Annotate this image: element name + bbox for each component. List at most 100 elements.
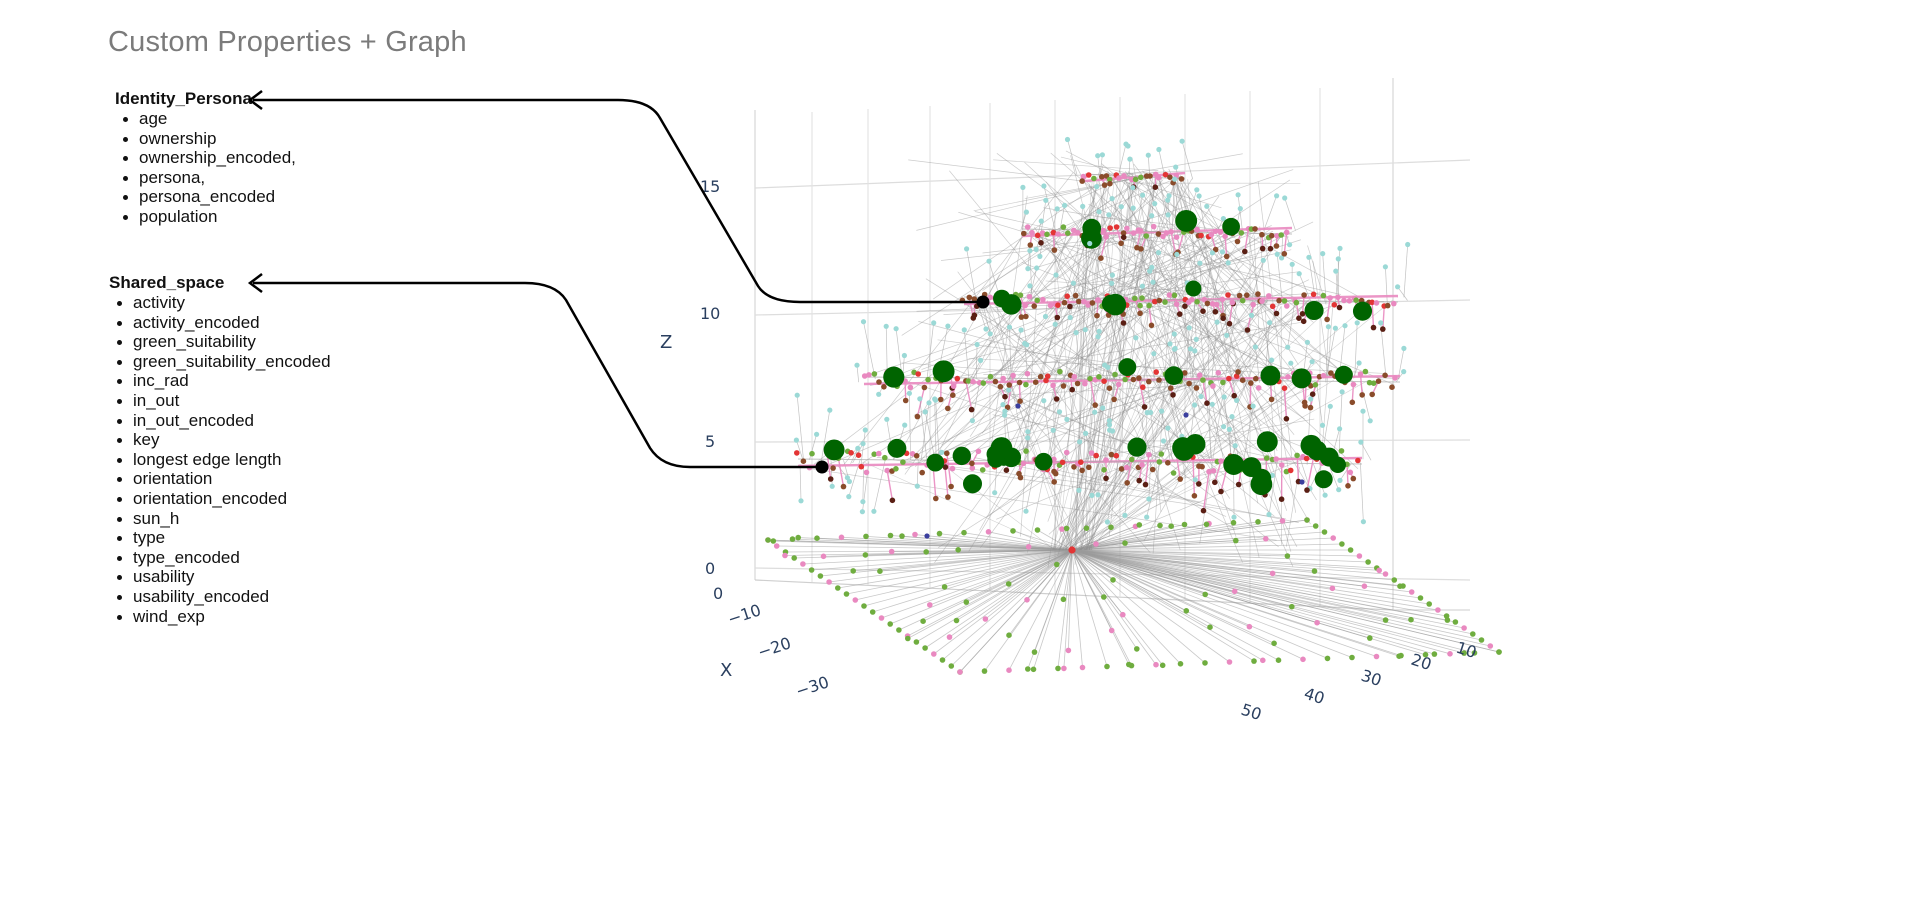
graph-edge	[1058, 299, 1176, 551]
graph-edge	[1116, 278, 1154, 297]
graph-edge	[1046, 177, 1133, 353]
graph-edge	[1397, 286, 1408, 301]
graph-node	[961, 327, 967, 333]
graph-node	[800, 561, 806, 567]
graph-node	[1136, 522, 1143, 528]
graph-node	[906, 390, 913, 396]
graph-node	[1027, 283, 1033, 289]
graph-node	[1146, 302, 1152, 309]
graph-edge	[1150, 382, 1163, 413]
property-item: green_suitability_encoded	[115, 352, 331, 372]
graph-node	[1215, 370, 1222, 376]
graph-node	[1352, 301, 1373, 321]
graph-node	[950, 392, 956, 399]
group-name-shared: Shared_space	[109, 273, 225, 292]
graph-node	[948, 483, 954, 490]
graph-node	[901, 352, 908, 359]
graph-edge	[1102, 296, 1181, 551]
identity-property-list: age ownership ownership_encoded, persona…	[115, 109, 296, 227]
graph-node	[1055, 231, 1061, 237]
graph-edge	[1071, 549, 1386, 621]
graph-node	[1156, 297, 1163, 304]
graph-node	[1108, 627, 1115, 634]
graph-node	[1341, 297, 1347, 304]
graph-edge	[1085, 231, 1228, 551]
graph-node	[1107, 225, 1113, 231]
graph-node	[1231, 588, 1238, 595]
graph-edge	[1086, 331, 1100, 380]
graph-edge	[1081, 176, 1139, 551]
graph-edge	[850, 448, 859, 464]
graph-node	[1175, 209, 1198, 232]
graph-node	[1193, 336, 1199, 342]
graph-node	[1108, 451, 1115, 458]
graph-node	[939, 657, 946, 663]
graph-edge	[1055, 299, 1268, 551]
graph-node	[1285, 374, 1291, 380]
graph-node	[1040, 296, 1046, 303]
graph-edge	[1192, 457, 1196, 496]
graph-edge	[1052, 232, 1056, 251]
graph-node	[882, 454, 888, 461]
graph-node	[1103, 173, 1110, 179]
graph-edge	[949, 549, 1073, 638]
graph-node	[1382, 571, 1389, 577]
graph-edge	[796, 439, 805, 463]
graph-node	[1168, 523, 1174, 529]
graph-node	[1122, 512, 1128, 518]
graph-node	[1221, 424, 1227, 430]
graph-edge	[1382, 305, 1385, 330]
graph-node	[1268, 396, 1275, 403]
graph-node	[1051, 479, 1057, 485]
graph-node	[1189, 296, 1195, 303]
graph-edge	[1080, 299, 1099, 551]
graph-node	[1367, 418, 1373, 424]
graph-node	[1268, 232, 1275, 239]
y-tick-label: 10	[1454, 638, 1479, 662]
graph-edge	[987, 303, 1263, 518]
graph-node	[1101, 467, 1107, 473]
graph-node	[1142, 481, 1149, 488]
graph-edge	[1061, 379, 1186, 551]
graph-node	[1212, 246, 1219, 253]
graph-edge	[1144, 235, 1294, 567]
graph-node	[1335, 256, 1341, 262]
graph-node	[971, 296, 978, 302]
graph-node	[1338, 448, 1345, 454]
shared-callout-connector	[253, 281, 822, 469]
graph-node	[1023, 508, 1029, 514]
graph-node	[883, 366, 905, 388]
graph-edge	[1326, 297, 1331, 320]
graph-edge	[1071, 524, 1140, 551]
graph-node	[1369, 391, 1375, 398]
graph-edge	[941, 227, 1273, 446]
graph-node	[1260, 257, 1266, 263]
graph-node	[1263, 536, 1269, 542]
graph-node	[1116, 175, 1122, 181]
graph-edge	[1071, 549, 1288, 557]
graph-edge	[1283, 388, 1288, 419]
graph-edge	[914, 534, 1073, 551]
graph-edge	[1071, 549, 1114, 581]
graph-node	[921, 384, 928, 391]
graph-node	[1223, 454, 1245, 475]
graph-node	[1293, 299, 1300, 306]
property-item: population	[121, 207, 296, 227]
graph-node	[1194, 187, 1200, 193]
graph-node	[1093, 541, 1099, 547]
graph-edge	[1063, 379, 1299, 551]
graph-node	[1202, 660, 1208, 666]
graph-node	[932, 360, 955, 383]
graph-node	[1325, 324, 1331, 330]
graph-node	[942, 464, 949, 470]
graph-edge	[1242, 406, 1254, 464]
graph-node	[1130, 205, 1136, 211]
property-item: type	[115, 528, 331, 548]
graph-node	[1024, 370, 1031, 377]
graph-edge	[1030, 235, 1143, 270]
graph-edge	[1211, 382, 1224, 427]
graph-node	[789, 536, 796, 542]
graph-node	[1213, 301, 1220, 308]
graph-node	[1120, 320, 1127, 326]
